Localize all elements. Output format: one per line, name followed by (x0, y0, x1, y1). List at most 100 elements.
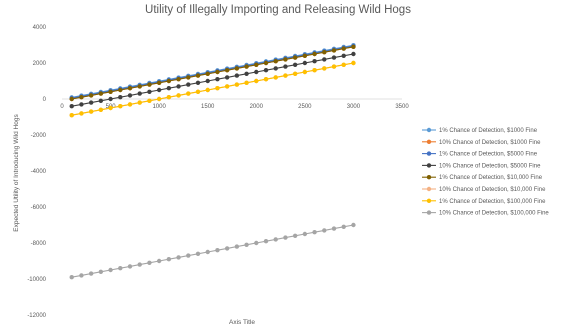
series-line (71, 53, 354, 107)
data-point (263, 68, 269, 73)
y-axis-ticks: 4000 2000 0 -2000 -4000 -6000 -8000 -10000 -1200… (27, 25, 46, 319)
data-point (322, 57, 327, 62)
legend-label: 1% Chance of Detection, $5000 Fine (439, 152, 538, 158)
data-point (108, 267, 113, 273)
data-point (244, 242, 249, 247)
data-point (302, 231, 308, 237)
data-point (224, 68, 230, 73)
data-point (166, 95, 172, 100)
data-point (341, 224, 346, 229)
legend-label: 10% Chance of Detection, $100,000 Fine (439, 211, 549, 217)
data-point (273, 59, 278, 64)
data-point (351, 44, 356, 49)
data-point (312, 68, 317, 73)
data-point (224, 75, 230, 80)
legend-point-marker (426, 198, 432, 203)
data-point (156, 87, 162, 93)
data-point (205, 249, 210, 255)
legend-item: 1% Chance of Detection, $100,000 Fine (422, 198, 546, 205)
data-point (147, 89, 152, 95)
data-point (312, 51, 317, 57)
legend-label: 10% Chance of Detection, $1000 Fine (439, 140, 541, 146)
data-point (331, 226, 337, 231)
data-point (351, 222, 356, 228)
data-point (292, 71, 298, 77)
series-8 (69, 222, 356, 280)
y-axis-title: Expected Utility of Introducing Wild Hog… (13, 114, 20, 232)
y-tick-label: -6000 (31, 205, 47, 211)
data-point (195, 251, 201, 256)
data-point (302, 60, 308, 66)
data-point (147, 260, 152, 265)
y-tick-label: -2000 (31, 133, 47, 139)
data-point (234, 66, 240, 71)
data-point (205, 71, 210, 77)
data-point (331, 64, 337, 69)
data-point (186, 75, 191, 80)
data-point (118, 266, 123, 271)
data-point (98, 98, 104, 104)
data-point (244, 64, 249, 69)
legend-label: 1% Chance of Detection, $10,000 Fine (439, 175, 543, 181)
data-point (322, 228, 327, 233)
data-point (244, 80, 249, 86)
data-point (205, 78, 210, 84)
y-tick-label: 4000 (33, 25, 47, 31)
data-point (186, 82, 191, 87)
data-point (273, 237, 278, 242)
data-point (195, 80, 201, 86)
legend-label: 10% Chance of Detection, $10,000 Fine (439, 187, 546, 193)
data-point (283, 73, 288, 78)
data-point (127, 102, 133, 107)
data-point (137, 262, 142, 267)
data-point (195, 73, 201, 78)
data-point (137, 100, 142, 105)
data-point (351, 60, 356, 66)
plot-area (69, 42, 356, 280)
data-point (234, 82, 240, 87)
data-point (263, 60, 269, 66)
x-tick-label: 1500 (201, 104, 215, 110)
data-point (79, 102, 84, 107)
data-point (118, 87, 123, 93)
data-point (108, 89, 113, 95)
x-tick-label: 2000 (250, 104, 264, 110)
data-point (254, 69, 259, 75)
data-point (98, 107, 104, 113)
data-point (234, 73, 240, 78)
data-point (137, 91, 142, 96)
data-point (69, 275, 74, 280)
data-point (283, 57, 288, 62)
data-point (137, 84, 142, 89)
data-point (127, 93, 133, 98)
data-point (341, 53, 346, 58)
x-tick-label: 3000 (347, 104, 361, 110)
data-point (322, 50, 327, 55)
series-5 (69, 44, 356, 102)
data-point (79, 111, 84, 116)
data-point (341, 62, 346, 67)
data-point (292, 233, 298, 238)
data-point (254, 62, 259, 67)
legend-point-marker (426, 163, 432, 168)
data-point (88, 93, 94, 98)
series-4 (69, 51, 356, 109)
data-point (69, 113, 74, 118)
legend-label: 1% Chance of Detection, $1000 Fine (439, 128, 538, 134)
data-point (176, 77, 181, 82)
data-point (215, 248, 220, 253)
data-point (166, 257, 172, 262)
data-point (322, 66, 327, 71)
data-point (147, 82, 152, 87)
data-point (176, 93, 181, 98)
data-point (224, 246, 230, 251)
data-point (156, 80, 162, 86)
legend-point-marker (426, 210, 432, 215)
data-point (234, 244, 240, 249)
data-point (254, 240, 259, 246)
data-point (263, 77, 269, 82)
data-point (205, 87, 210, 93)
y-tick-label: 2000 (33, 61, 47, 67)
x-tick-label: 3500 (395, 104, 409, 110)
